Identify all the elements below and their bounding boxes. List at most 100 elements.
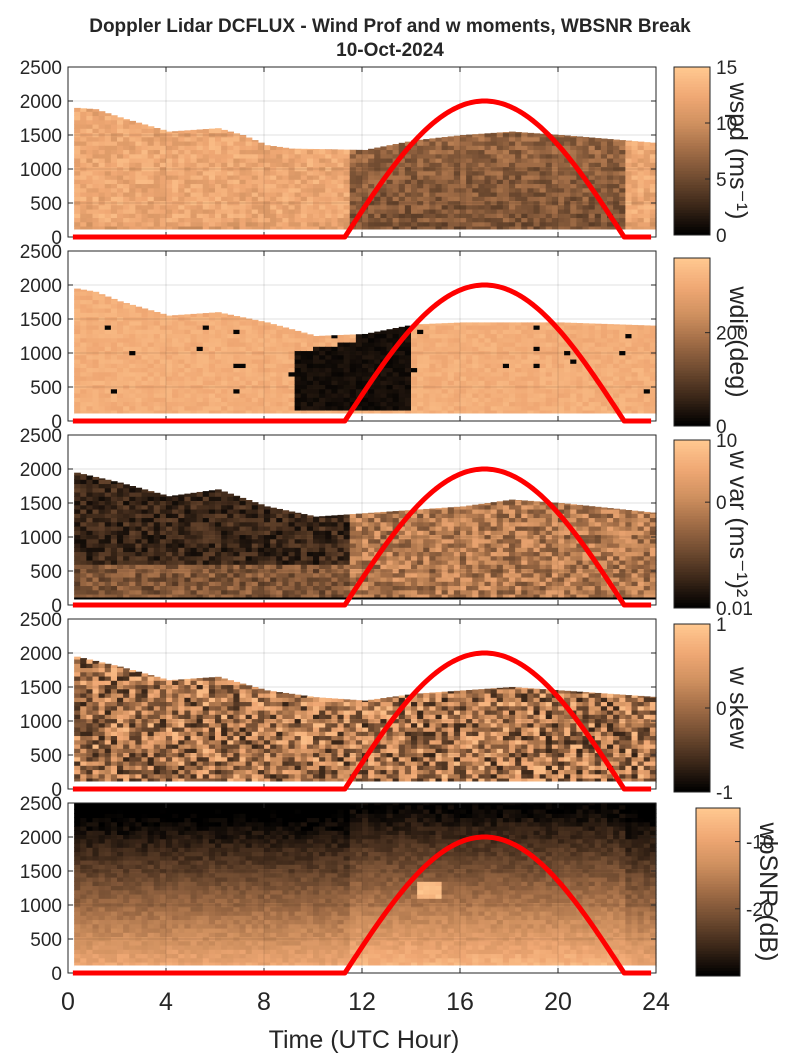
heatmap-cell [417, 149, 424, 155]
heatmap-cell [306, 157, 314, 163]
heatmap-cell [147, 217, 155, 223]
heatmap-cell [282, 405, 290, 411]
heatmap-cell [460, 179, 467, 185]
heatmap-cell [202, 208, 210, 214]
heatmap-cell [135, 225, 143, 231]
heatmap-cell [92, 109, 100, 112]
colorbar-segment [674, 361, 710, 365]
heatmap-cell [582, 380, 590, 386]
heatmap-cell [576, 136, 584, 138]
heatmap-cell [643, 191, 651, 197]
heatmap-cell [129, 320, 136, 326]
heatmap-cell [527, 367, 535, 373]
heatmap-cell [582, 367, 590, 373]
heatmap-cell [74, 324, 81, 330]
heatmap-cell [288, 409, 296, 415]
heatmap-cell [208, 213, 216, 219]
heatmap-cell [545, 392, 553, 398]
heatmap-cell [496, 341, 504, 347]
heatmap-cell [325, 354, 332, 360]
heatmap-cell [453, 405, 461, 411]
colorbar-segment [674, 176, 710, 180]
heatmap-cell [166, 358, 173, 364]
heatmap-cell [172, 547, 179, 553]
heatmap-cell [545, 174, 553, 180]
heatmap-cell [502, 200, 510, 206]
heatmap-cell [245, 183, 253, 189]
heatmap-cell [435, 358, 443, 364]
heatmap-cell [631, 145, 639, 151]
heatmap-cell [251, 166, 259, 172]
heatmap-cell [178, 346, 185, 352]
heatmap-cell [166, 496, 173, 502]
heatmap-cell [129, 513, 136, 519]
heatmap-cell [423, 140, 430, 146]
heatmap-cell [239, 217, 247, 223]
heatmap-cell [166, 538, 173, 544]
heatmap-cell [264, 401, 271, 407]
heatmap-cell [245, 329, 253, 335]
heatmap-cell [374, 157, 381, 163]
heatmap-cell [98, 487, 106, 493]
heatmap-cell [184, 157, 192, 163]
heatmap-cell [221, 204, 228, 210]
heatmap-cell [631, 358, 639, 364]
heatmap-cell [509, 409, 516, 415]
heatmap-cell [478, 133, 486, 138]
heatmap-cell [147, 559, 155, 565]
heatmap-cell [594, 397, 602, 403]
heatmap-cell [313, 384, 320, 390]
heatmap-cell [251, 333, 259, 339]
heatmap-cell [386, 333, 394, 339]
heatmap-cell [270, 191, 277, 197]
heatmap-cell [331, 179, 339, 185]
heatmap-cell [98, 204, 106, 210]
heatmap-cell [576, 384, 584, 390]
heatmap-cell [202, 405, 210, 411]
heatmap-cell [184, 140, 192, 146]
heatmap-cell [110, 585, 118, 591]
heatmap-cell [325, 397, 332, 403]
heatmap-cell [159, 392, 167, 398]
heatmap-cell [509, 140, 516, 146]
heatmap-cell [257, 324, 265, 330]
heatmap-cell [123, 513, 130, 519]
heatmap-cell [74, 337, 81, 343]
heatmap-cell [429, 380, 437, 386]
heatmap-cell [80, 354, 87, 360]
heatmap-cell [141, 191, 149, 197]
heatmap-cell [423, 187, 430, 193]
heatmap-cell [135, 208, 143, 214]
heatmap-cell [147, 358, 155, 364]
heatmap-cell [625, 346, 633, 352]
heatmap-cell [319, 401, 326, 407]
heatmap-cell [435, 208, 443, 214]
heatmap-cell [325, 174, 332, 180]
heatmap-cell [178, 179, 185, 185]
heatmap-cell [117, 397, 124, 403]
heatmap-cell [153, 341, 161, 347]
heatmap-cell [184, 358, 192, 364]
heatmap-cell [460, 140, 467, 146]
heatmap-cell [110, 525, 118, 531]
heatmap-cell [117, 358, 124, 364]
heatmap-cell [343, 358, 351, 364]
heatmap-cell [178, 341, 185, 347]
heatmap-cell [153, 337, 161, 343]
heatmap-cell [74, 149, 81, 155]
heatmap-cell [380, 196, 388, 202]
heatmap-cell [496, 162, 504, 168]
heatmap-cell [588, 140, 596, 146]
heatmap-cell [502, 204, 510, 210]
heatmap-cell [643, 162, 651, 168]
heatmap-cell [98, 354, 106, 360]
heatmap-cell [270, 333, 277, 339]
heatmap-cell [129, 174, 136, 180]
colorbar-segment [674, 403, 710, 407]
heatmap-cell [539, 157, 547, 163]
heatmap-cell [349, 384, 357, 390]
heatmap-cell [239, 183, 247, 189]
heatmap-cell [135, 140, 143, 146]
heatmap-cell [215, 384, 222, 390]
heatmap-cell [331, 337, 339, 343]
